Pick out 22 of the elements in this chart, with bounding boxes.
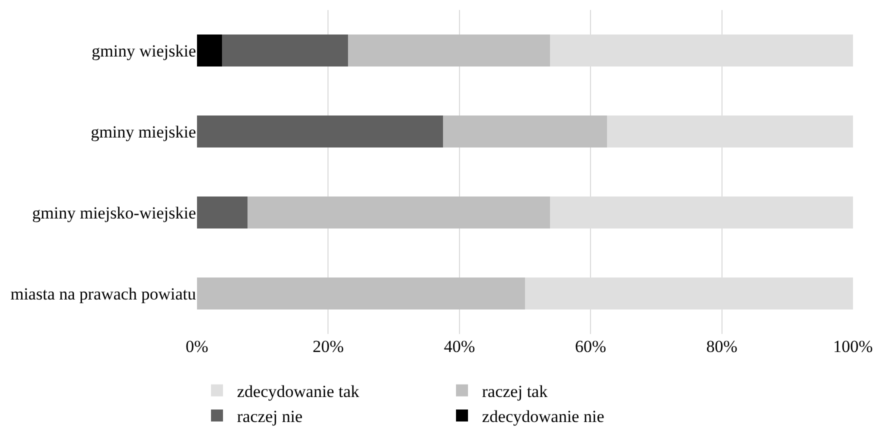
x-tick-label: 80% [706, 337, 738, 356]
x-tick-label: 40% [444, 337, 475, 356]
x-tick-label: 20% [312, 337, 344, 356]
y-tick-label: gminy miejsko-wiejskie [32, 203, 196, 222]
x-tick-label: 60% [575, 337, 606, 356]
y-tick-label: miasta na prawach powiatu [10, 284, 196, 304]
bar [197, 196, 248, 229]
legend-label: raczej nie [237, 407, 303, 426]
legend-label: zdecydowanie tak [237, 382, 360, 402]
legend-label: zdecydowanie nie [482, 407, 604, 426]
bar [248, 196, 550, 229]
bar [222, 34, 348, 67]
bar [197, 277, 525, 310]
bar [443, 115, 607, 148]
bar [197, 34, 222, 67]
bar [348, 34, 550, 67]
y-tick-label: gminy wiejskie [92, 41, 196, 60]
legend-label: raczej tak [482, 382, 548, 402]
x-tick-label: 0% [186, 337, 208, 356]
y-tick-label: gminy miejskie [90, 122, 196, 142]
x-tick-label: 100% [833, 337, 873, 356]
bar [197, 115, 443, 148]
